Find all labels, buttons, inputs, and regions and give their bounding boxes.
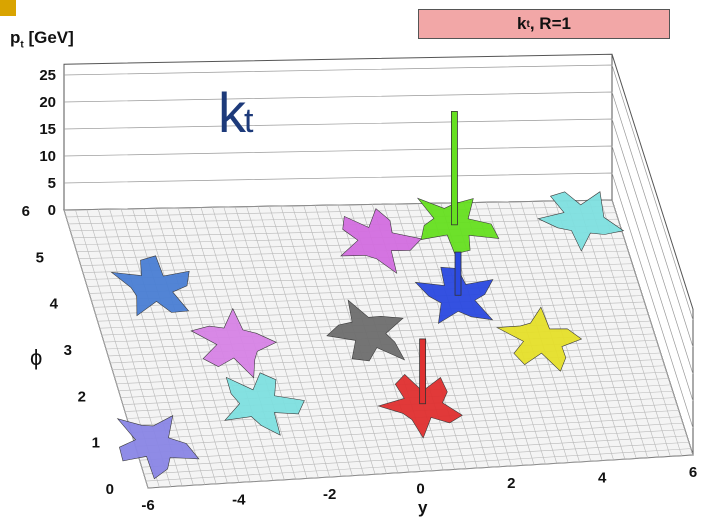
title-k: k [517,14,527,33]
jet-region [116,415,200,480]
jet-region [537,191,625,252]
phi-tick-label: 0 [106,481,114,498]
y-tick-label: 4 [598,470,607,487]
jet-tower [419,338,427,405]
z-gridline [63,91,694,348]
y-tick-label: 2 [507,475,515,492]
phi-tick-label: 3 [64,342,72,359]
phi-tick-label: 5 [36,249,44,266]
grid-line [137,422,683,454]
jet-region [377,373,463,439]
annotation-k: k [218,81,246,144]
jet-region [496,306,583,372]
z-tick-label: 20 [39,94,56,111]
y-tick-label: 6 [689,464,697,481]
z-gridline [63,145,694,402]
z-tick-label: 0 [48,202,56,219]
grid-line [118,365,665,391]
title-sub: t [526,18,530,30]
phi-tick-label: 4 [50,296,59,313]
z-tick-label: 5 [48,175,56,192]
grid-line [122,378,669,405]
grid-line [145,448,691,482]
z-tick-label: 25 [39,67,56,84]
phi-tick-label: 1 [92,435,100,452]
jet-region [416,197,500,255]
grid-line [116,359,663,385]
jet-region [326,299,406,362]
grid-line [74,231,623,246]
z-axis-label: pt [GeV] [10,28,74,50]
jet-region [224,372,305,436]
grid-line [97,301,645,322]
jet-region [190,307,278,379]
phi-tick-label: 6 [22,203,30,220]
jet-tower [451,111,458,226]
grid-line [141,435,687,468]
y-tick-label: 0 [416,481,424,498]
grid-line [112,346,659,371]
grid-line [143,441,689,475]
grid-line [93,288,641,308]
z-gridline [63,118,694,375]
grid-line [131,403,677,433]
jet-region [340,208,422,274]
grid-line [80,250,629,266]
algorithm-annotation: kt [218,80,254,145]
phi-tick-label: 2 [78,388,86,405]
grid-line [89,276,637,294]
grid-line [76,237,625,252]
z-axis-label-p: p [10,28,21,47]
y-axis-label: y [418,498,428,517]
grid-line [147,454,694,489]
annotation-sub: t [244,102,254,140]
jet-tower [454,251,462,296]
z-axis-label-sub: t [20,39,24,51]
z-tick-label: 15 [39,121,56,138]
grid-line [68,212,617,225]
grid-line [135,416,681,447]
jet-region [414,266,494,324]
grid-line [114,352,661,378]
y-tick-label: -6 [141,497,154,514]
title-suffix: , R=1 [529,14,571,33]
z-tick-label: 10 [39,148,56,165]
z-gridline [63,172,694,429]
grid-line [133,410,679,440]
phi-axis-label: ϕ [30,345,43,370]
grid-line [139,429,685,461]
jet-region [110,255,190,317]
y-tick-label: -4 [232,492,246,509]
grid-line [120,371,667,398]
corner-marker [0,0,16,16]
y-tick-label: -2 [323,486,336,503]
grid-line [66,206,615,218]
grid-line [91,282,639,301]
z-axis-label-unit: [GeV] [23,28,74,47]
grid-line [124,384,671,412]
grid-line [82,257,631,273]
grid-line [63,199,613,211]
back-wall [63,53,613,211]
z-gridline [63,64,694,321]
